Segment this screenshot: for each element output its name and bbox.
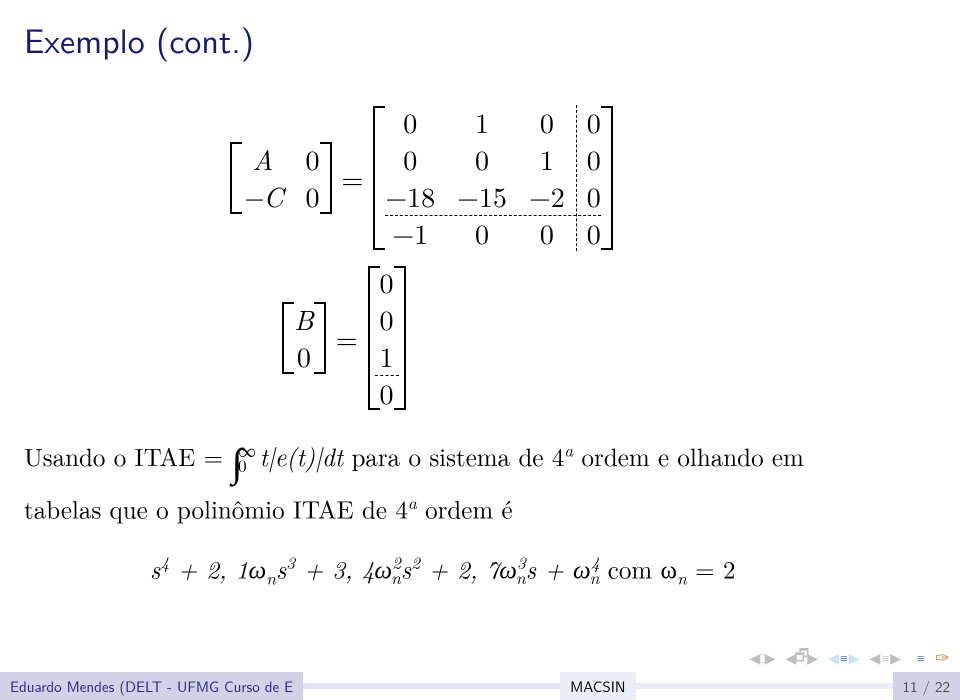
nav-swirl-icon[interactable]: ✑	[935, 645, 950, 670]
footer-page: 11 / 22	[893, 672, 960, 700]
footer-author: Eduardo Mendes (DELT - UFMG Curso de E	[0, 672, 303, 700]
nav-goto-icon[interactable]: ≡	[917, 648, 925, 668]
footer-center: MACSIN	[560, 672, 635, 700]
slide-title: Exemplo (cont.)	[24, 14, 254, 64]
equation-1: A0−C0 = 01000010−18−15−20−1000	[230, 105, 613, 251]
equation-2: B0 = 0010	[282, 265, 406, 411]
body-text: Usando o ITAE = ∫∞0 t|e(t)|dt para o sis…	[24, 430, 936, 528]
nav-first-icon[interactable]: ◀□▶	[749, 648, 775, 668]
footer-bar: Eduardo Mendes (DELT - UFMG Curso de E M…	[0, 672, 960, 700]
polynomial: s4 + 2, 1ωns3 + 3, 4ω2ns2 + 2, 7ω3ns + ω…	[150, 550, 910, 592]
nav-section-icon[interactable]: ◀≡▶	[828, 648, 859, 668]
nav-controls: ◀□▶ ◀🗗▶ ◀≡▶ ◀≡▶ ≡ ✑	[749, 643, 950, 672]
nav-subsection-icon[interactable]: ◀≡▶	[870, 648, 901, 668]
nav-prev-icon[interactable]: ◀🗗▶	[785, 643, 818, 672]
